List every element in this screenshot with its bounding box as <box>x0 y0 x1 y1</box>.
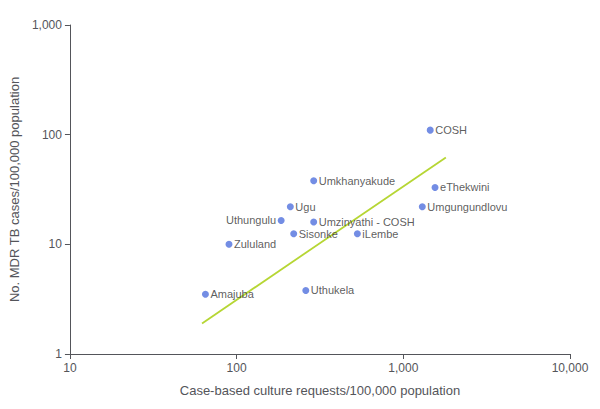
svg-text:100: 100 <box>227 361 247 375</box>
svg-text:No. MDR TB cases/100,000 popul: No. MDR TB cases/100,000 population <box>7 77 22 302</box>
svg-text:iLembe: iLembe <box>362 228 398 240</box>
svg-text:eThekwini: eThekwini <box>440 181 490 193</box>
svg-text:Case-based culture requests/10: Case-based culture requests/100,000 popu… <box>180 383 460 398</box>
svg-text:1: 1 <box>55 347 62 361</box>
svg-text:COSH: COSH <box>435 124 467 136</box>
svg-text:Amajuba: Amajuba <box>210 288 254 300</box>
svg-text:Sisonke: Sisonke <box>299 228 338 240</box>
svg-text:Umzinyathi - COSH: Umzinyathi - COSH <box>319 216 415 228</box>
svg-text:Umgungundlovu: Umgungundlovu <box>427 201 507 213</box>
svg-text:Umkhanyakude: Umkhanyakude <box>319 175 395 187</box>
svg-text:100: 100 <box>42 128 62 142</box>
svg-text:Uthungulu: Uthungulu <box>226 214 276 226</box>
svg-text:10: 10 <box>63 361 77 375</box>
svg-text:1,000: 1,000 <box>32 18 62 32</box>
svg-text:Zululand: Zululand <box>234 238 276 250</box>
svg-text:10,000: 10,000 <box>552 361 589 375</box>
svg-text:1,000: 1,000 <box>388 361 418 375</box>
svg-text:Ugu: Ugu <box>295 201 315 213</box>
svg-text:Uthukela: Uthukela <box>311 284 355 296</box>
svg-text:10: 10 <box>49 237 63 251</box>
